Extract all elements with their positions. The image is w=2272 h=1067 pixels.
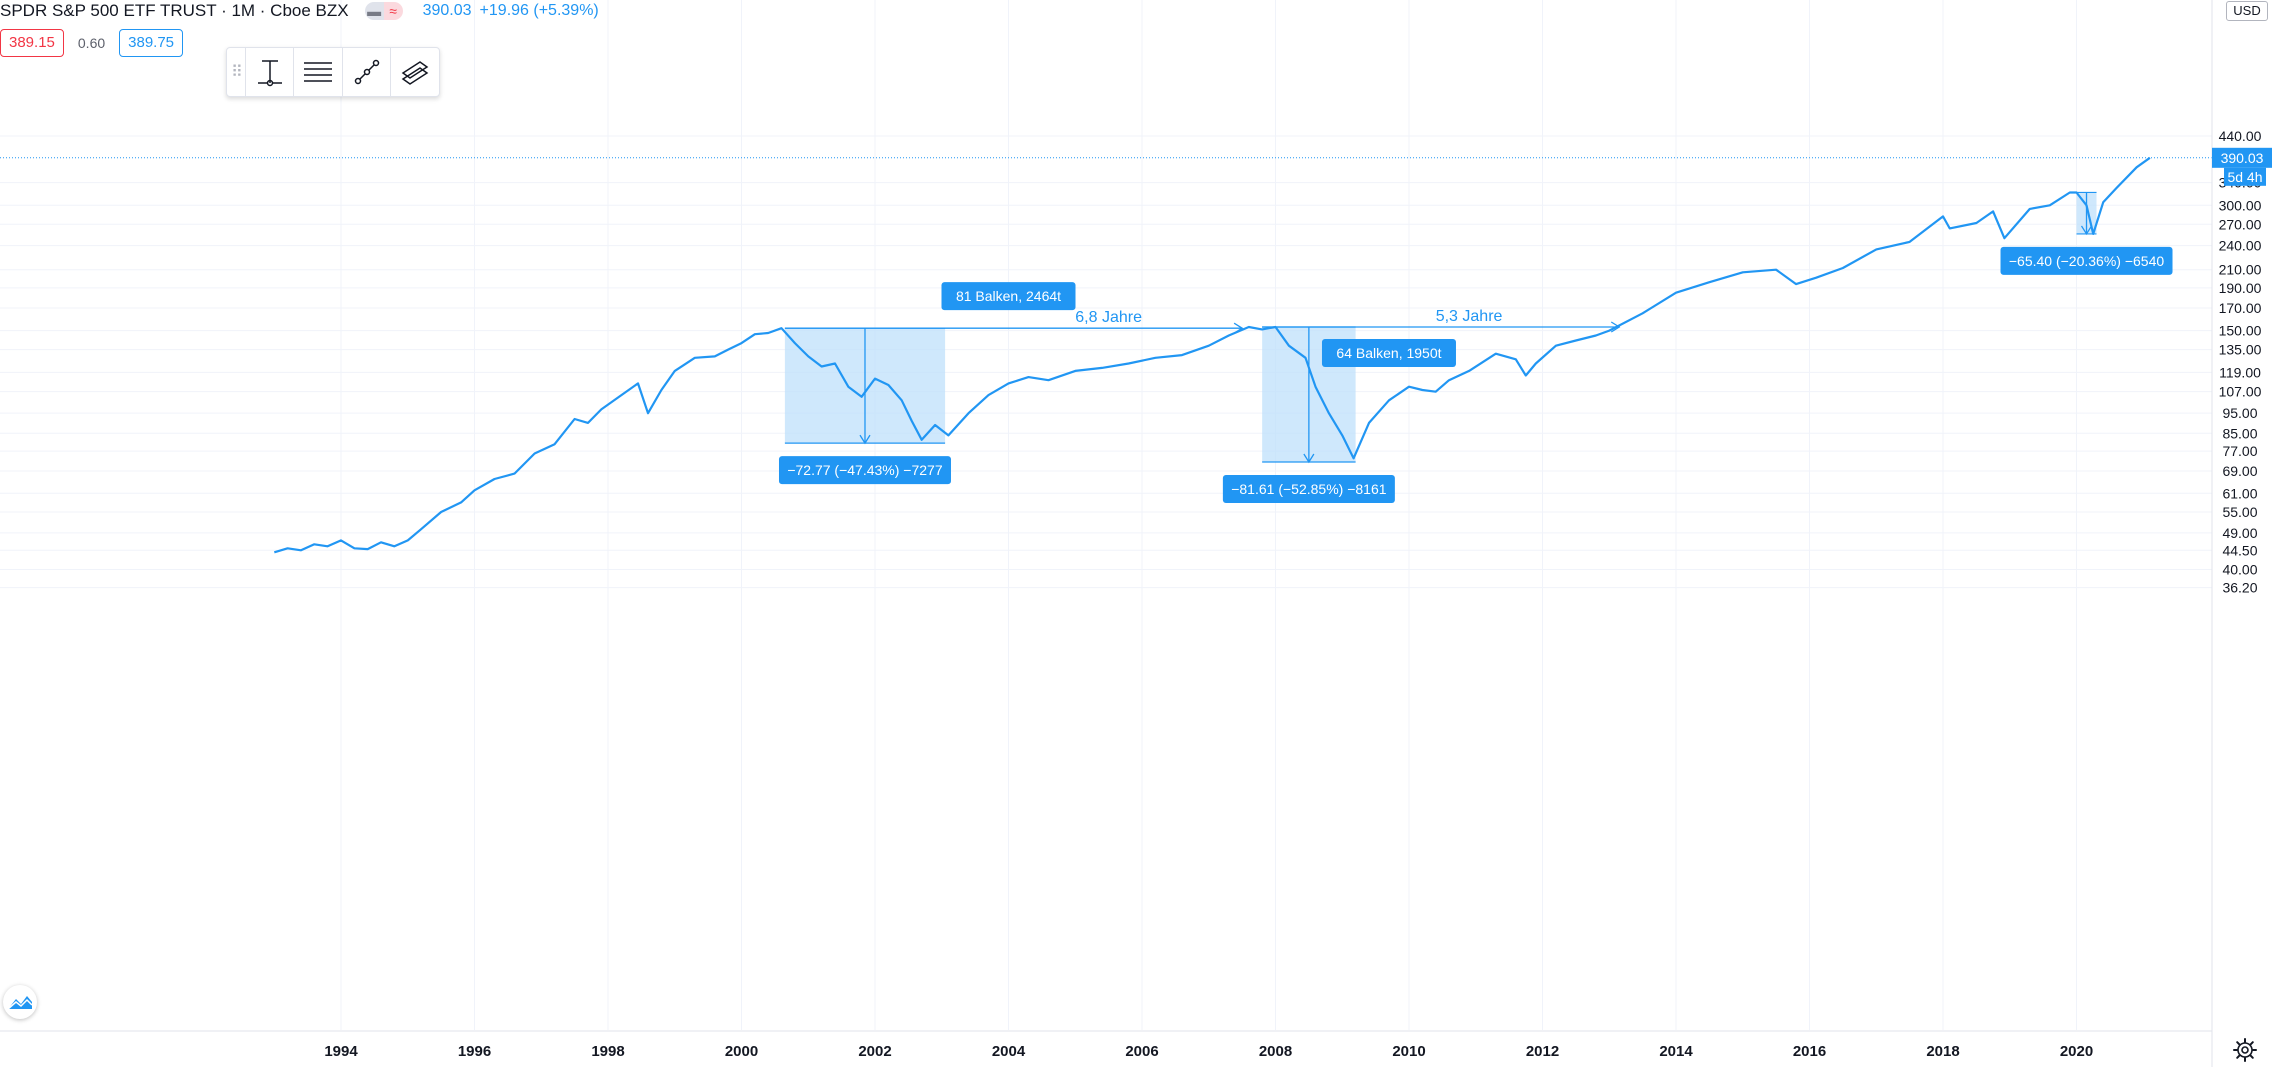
y-tick-label: 240.00 <box>2219 238 2262 254</box>
y-tick-label: 55.00 <box>2222 504 2257 520</box>
y-tick-label: 95.00 <box>2222 405 2257 421</box>
drag-handle-icon[interactable]: ⠿ <box>231 64 243 81</box>
recovery-1-bars-bg <box>941 282 1076 311</box>
recovery-2-bars-text: 64 Balken, 1950t <box>1336 345 1441 361</box>
drawdown-range-1-label-text: −72.77 (−47.43%) −7277 <box>787 462 943 478</box>
minus-icon[interactable]: ▬ <box>364 2 384 20</box>
recovery-arrow-1-head <box>1233 322 1244 334</box>
x-tick-label: 2002 <box>858 1043 891 1060</box>
drawdown-range-3-label: −65.40 (−20.36%) −6540 <box>2000 246 2173 275</box>
y-tick-label: 61.00 <box>2222 485 2257 501</box>
x-tick-label: 1994 <box>324 1043 358 1060</box>
symbol-legend: SPDR S&P 500 ETF TRUST · 1M · Cboe BZX ▬… <box>0 0 599 22</box>
y-tick-label: 36.20 <box>2222 580 2257 596</box>
y-tick-label: 190.00 <box>2219 280 2262 296</box>
y-tick-label: 85.00 <box>2222 425 2257 441</box>
recovery-1-bars: 81 Balken, 2464t <box>941 282 1076 311</box>
drawdown-range-3-label-text: −65.40 (−20.36%) −6540 <box>2009 253 2165 269</box>
y-tick-label: 150.00 <box>2219 323 2262 339</box>
y-tick-label: 119.00 <box>2219 364 2261 380</box>
x-tick-label: 1996 <box>458 1043 491 1060</box>
drawdown-range-3-arrow-head <box>2080 225 2093 236</box>
drawing-toolbar: ⠿ <box>226 47 440 97</box>
x-tick-label: 2018 <box>1926 1043 1959 1060</box>
y-tick-label: 170.00 <box>2219 300 2262 316</box>
fib-levels-icon[interactable] <box>293 48 342 96</box>
x-tick-label: 2020 <box>2060 1043 2093 1060</box>
quote-row: 389.15 0.60 389.75 <box>0 28 184 58</box>
last-price-label-bg <box>2212 147 2272 168</box>
recovery-1-bars-text: 81 Balken, 2464t <box>956 288 1061 304</box>
y-tick-label: 300.00 <box>2219 197 2262 213</box>
tradingview-logo-icon[interactable] <box>3 985 37 1019</box>
recovery-2-bars-bg <box>1321 338 1456 367</box>
currency-label[interactable]: USD <box>2226 1 2268 21</box>
parallel-channel-icon[interactable] <box>390 48 439 96</box>
measurement-annotations: −72.77 (−47.43%) −7277 −81.61 (−52.85%) −… <box>778 192 2173 504</box>
x-tick-label: 2008 <box>1259 1043 1292 1060</box>
x-tick-label: 2010 <box>1392 1043 1425 1060</box>
y-tick-label: 44.50 <box>2222 542 2257 558</box>
x-tick-label: 2012 <box>1526 1043 1559 1060</box>
y-tick-label: 49.00 <box>2222 525 2257 541</box>
sell-button[interactable]: 389.15 <box>0 29 64 57</box>
x-tick-label: 2004 <box>992 1043 1026 1060</box>
recovery-1-years: 6,8 Jahre <box>1075 309 1142 326</box>
countdown-label: 5d 4h <box>2227 169 2262 185</box>
drawdown-range-3-label-bg <box>2000 246 2173 275</box>
recovery-arrow-2-head <box>1610 321 1621 333</box>
drawdown-range-2-label-bg <box>1222 475 1395 504</box>
y-tick-label: 107.00 <box>2219 384 2262 400</box>
y-tick-label: 440.00 <box>2219 128 2262 144</box>
drawdown-range-1-arrow-head <box>859 434 871 445</box>
price-change: +19.96 (+5.39%) <box>479 2 599 19</box>
last-price-label: 390.03 <box>2221 150 2264 166</box>
legend-pill[interactable]: ▬ ≈ <box>364 2 403 20</box>
x-tick-label: 2014 <box>1659 1043 1693 1060</box>
time-axis: 1994 1996 1998 2000 2002 2004 2006 2008 2010 2012… <box>0 1030 2212 1060</box>
price-range-icon[interactable] <box>244 48 294 96</box>
recovery-2-bars: 64 Balken, 1950t <box>1321 338 1456 367</box>
countdown-label-bg <box>2224 167 2266 186</box>
x-tick-label: 2006 <box>1125 1043 1158 1060</box>
buy-button[interactable]: 389.75 <box>119 29 184 57</box>
approx-icon[interactable]: ≈ <box>383 2 403 20</box>
y-tick-label: 270.00 <box>2219 216 2262 232</box>
chart-grid <box>0 0 2212 1030</box>
drawdown-range-2-label-text: −81.61 (−52.85%) −8161 <box>1231 481 1387 497</box>
x-tick-label: 2000 <box>725 1043 758 1060</box>
x-tick-label: 1998 <box>591 1043 624 1060</box>
price-series <box>0 156 2212 554</box>
y-tick-label: 210.00 <box>2219 262 2262 278</box>
settings-gear-icon[interactable] <box>2232 1037 2258 1063</box>
last-price: 390.03 <box>422 2 472 19</box>
drawdown-range-1-label-bg <box>778 456 951 485</box>
y-tick-label: 69.00 <box>2222 463 2257 479</box>
trend-line-icon[interactable] <box>341 48 391 96</box>
spread-value: 0.60 <box>77 35 106 51</box>
price-line <box>273 156 2151 554</box>
drawdown-range-1-label: −72.77 (−47.43%) −7277 <box>778 456 951 485</box>
drawdown-range-2-label: −81.61 (−52.85%) −8161 <box>1222 475 1395 504</box>
symbol-title[interactable]: SPDR S&P 500 ETF TRUST · 1M · Cboe BZX <box>0 1 349 20</box>
y-tick-label: 135.00 <box>2219 342 2262 358</box>
recovery-2-years: 5,3 Jahre <box>1436 308 1503 325</box>
y-tick-label: 77.00 <box>2222 443 2257 459</box>
x-tick-label: 2016 <box>1793 1043 1826 1060</box>
y-tick-label: 40.00 <box>2222 562 2257 578</box>
drawdown-range-2-arrow-head <box>1303 453 1315 464</box>
